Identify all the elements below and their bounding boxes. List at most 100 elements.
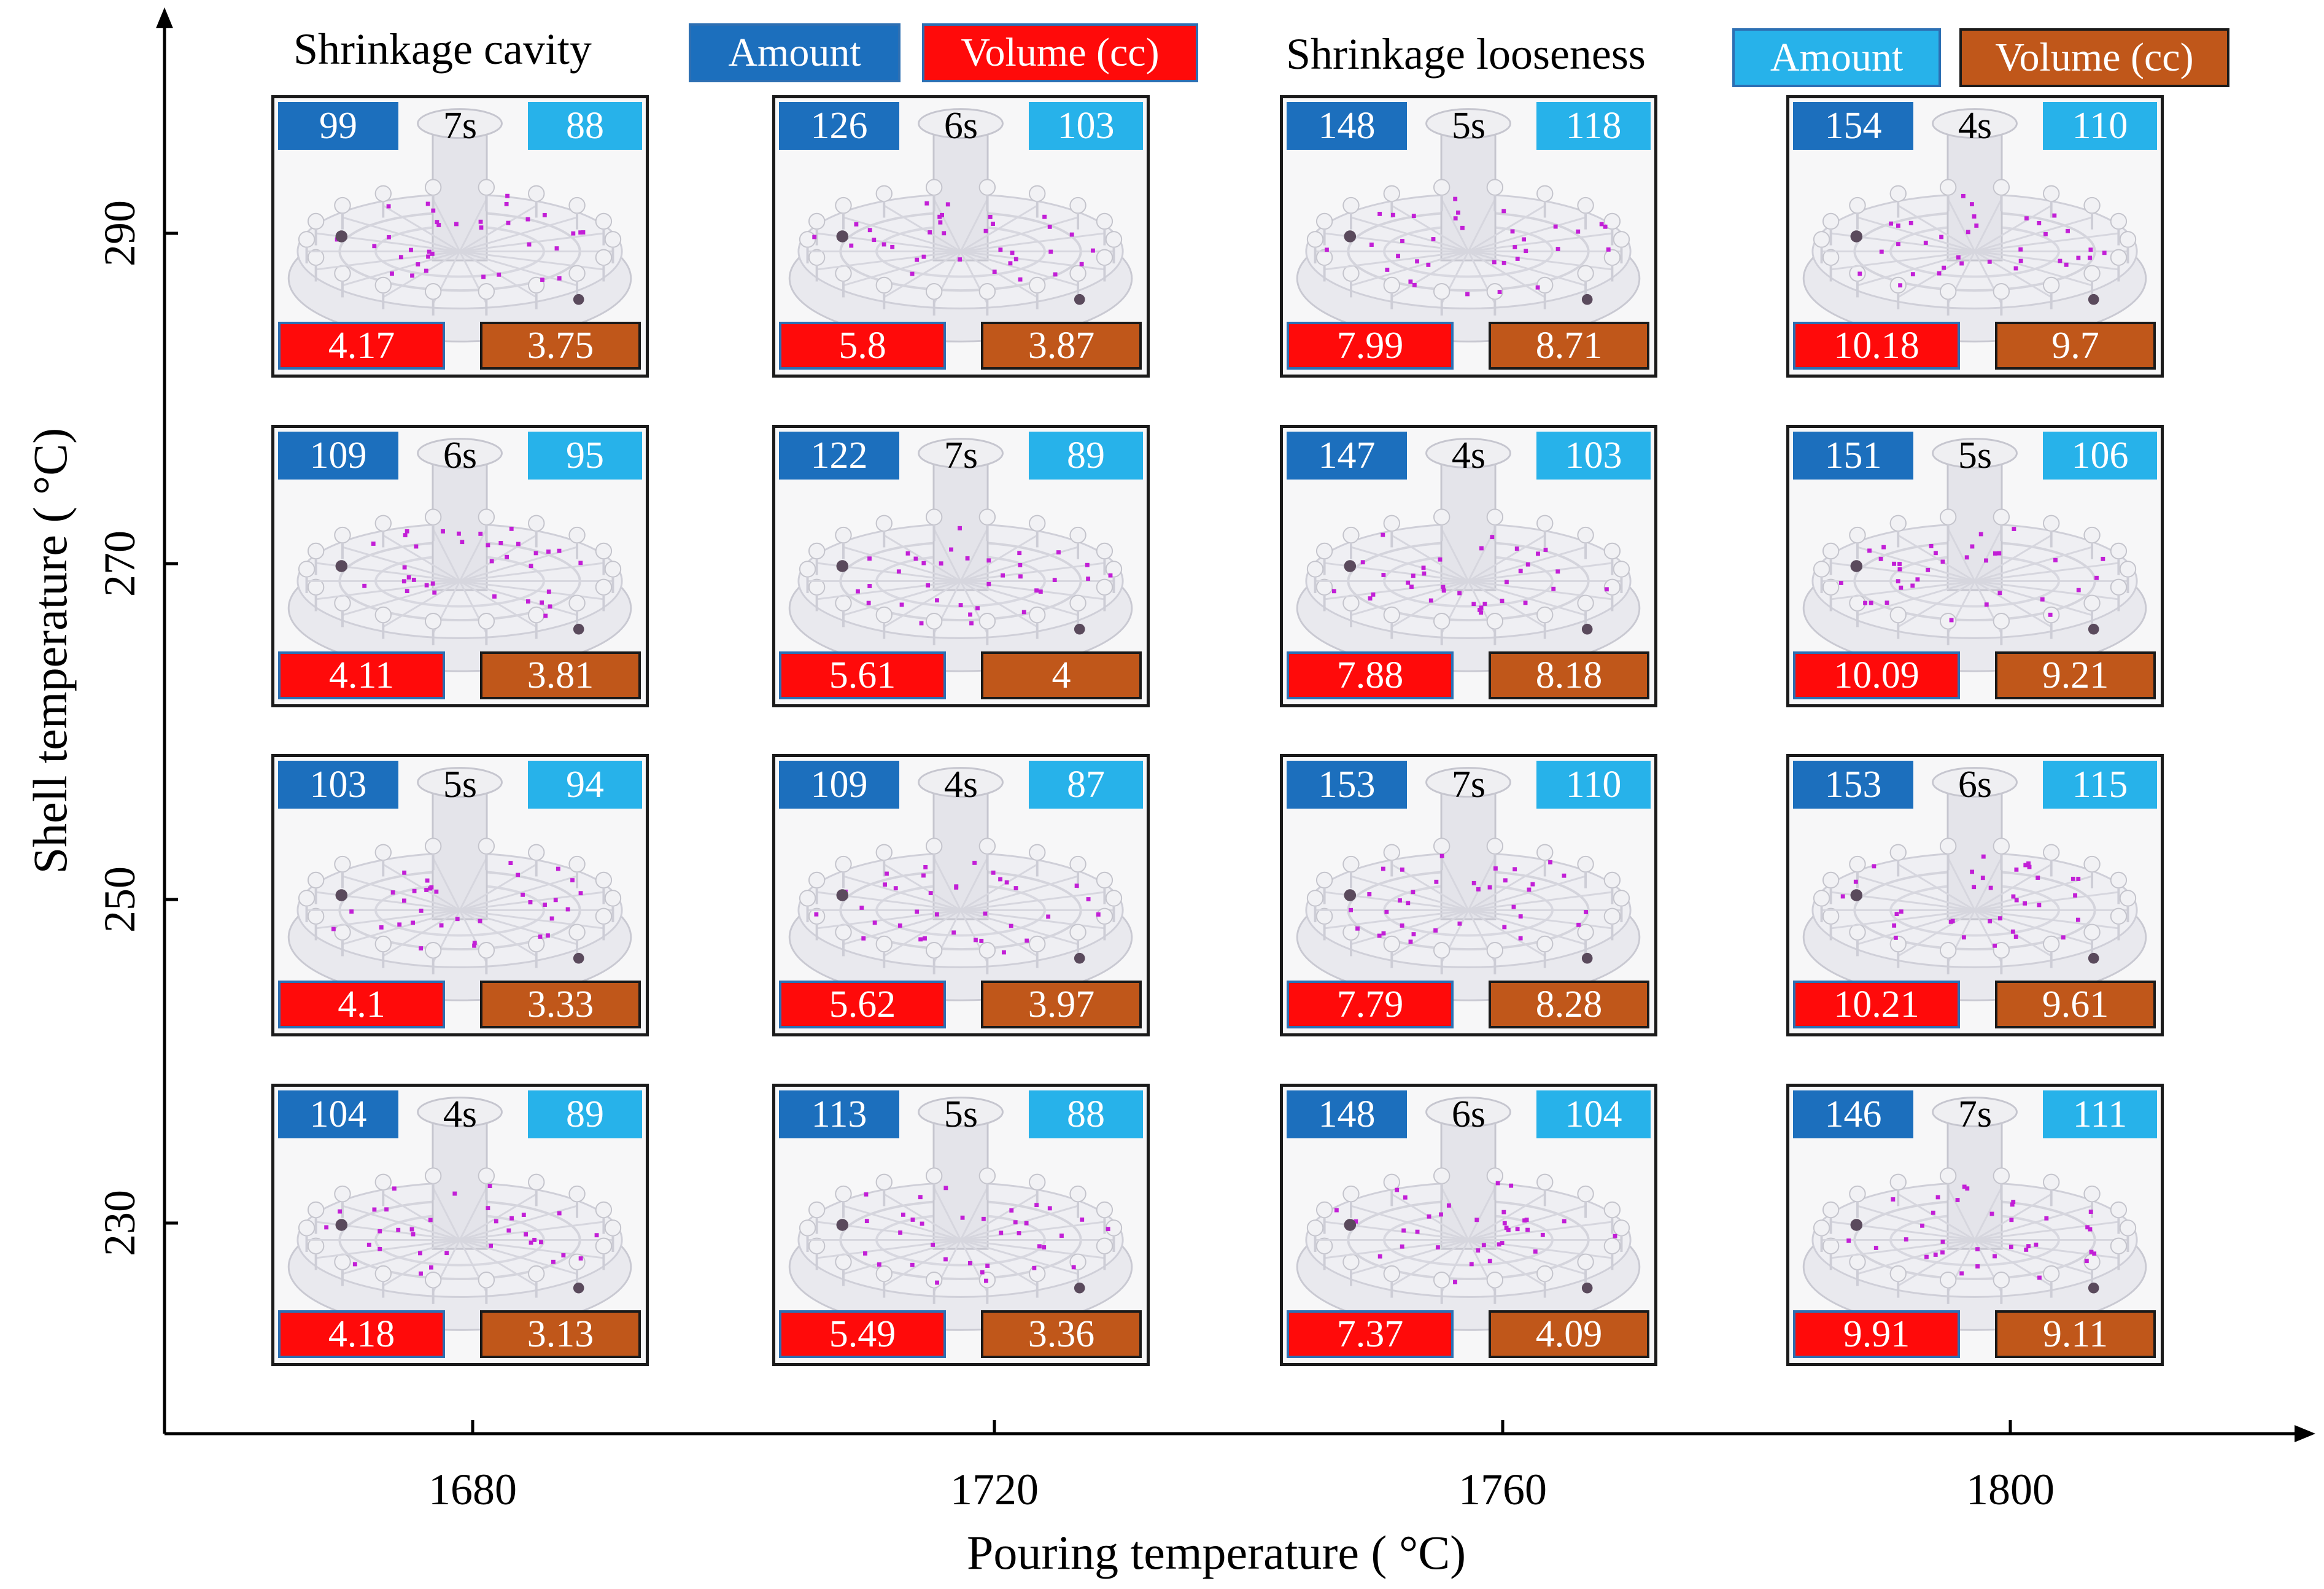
solidification-time-label: 5s bbox=[943, 1094, 978, 1135]
legend-looseness-title: Shrinkage looseness bbox=[1286, 29, 1646, 79]
solidification-time-label: 7s bbox=[1958, 1094, 1993, 1135]
cavity-amount-badge: 126 bbox=[779, 102, 899, 150]
looseness-volume-badge: 3.87 bbox=[981, 322, 1142, 370]
cavity-volume-badge: 7.79 bbox=[1287, 981, 1454, 1028]
looseness-amount-badge: 94 bbox=[528, 761, 642, 809]
simulation-panel: 147 4s 103 7.88 8.18 bbox=[1280, 425, 1657, 707]
cavity-amount-badge: 146 bbox=[1793, 1090, 1913, 1138]
casting-model-image bbox=[788, 1097, 1133, 1331]
looseness-volume-badge: 4 bbox=[981, 651, 1142, 699]
looseness-amount-badge: 106 bbox=[2043, 432, 2157, 480]
looseness-amount-badge: 115 bbox=[2043, 761, 2157, 809]
casting-model-image bbox=[1296, 767, 1641, 1001]
casting-model-image bbox=[287, 767, 632, 1001]
legend-cavity-volume: Volume (cc) bbox=[922, 23, 1198, 82]
x-axis-arrow bbox=[2295, 1425, 2315, 1442]
casting-model-image bbox=[1802, 767, 2147, 1001]
casting-model-image bbox=[1296, 438, 1641, 672]
looseness-amount-badge: 118 bbox=[1536, 102, 1651, 150]
cavity-volume-badge: 10.18 bbox=[1793, 322, 1960, 370]
x-tick-label: 1760 bbox=[1458, 1465, 1547, 1514]
looseness-volume-badge: 9.61 bbox=[1995, 981, 2156, 1028]
solidification-time-label: 6s bbox=[943, 105, 978, 147]
looseness-volume-badge: 3.36 bbox=[981, 1310, 1142, 1358]
casting-model-image bbox=[788, 108, 1133, 343]
looseness-volume-badge: 3.97 bbox=[981, 981, 1142, 1028]
solidification-time-label: 5s bbox=[1958, 435, 1993, 476]
simulation-panel: 122 7s 89 5.61 4 bbox=[772, 425, 1150, 707]
x-tick-label: 1680 bbox=[428, 1465, 517, 1514]
simulation-panel: 104 4s 89 4.18 3.13 bbox=[271, 1084, 649, 1366]
looseness-amount-badge: 89 bbox=[528, 1090, 642, 1138]
cavity-volume-badge: 5.49 bbox=[779, 1310, 946, 1358]
looseness-volume-badge: 3.75 bbox=[480, 322, 641, 370]
x-axis-title: Pouring temperature ( °C) bbox=[967, 1526, 1466, 1579]
y-tick-label: 290 bbox=[95, 200, 144, 266]
cavity-amount-badge: 151 bbox=[1793, 432, 1913, 480]
looseness-volume-badge: 9.7 bbox=[1995, 322, 2156, 370]
looseness-volume-badge: 9.11 bbox=[1995, 1310, 2156, 1358]
solidification-time-label: 6s bbox=[1451, 1094, 1486, 1135]
cavity-amount-badge: 153 bbox=[1793, 761, 1913, 809]
simulation-panel: 151 5s 106 10.09 9.21 bbox=[1786, 425, 2164, 707]
cavity-amount-badge: 109 bbox=[278, 432, 398, 480]
casting-model-image bbox=[1296, 1097, 1641, 1331]
looseness-volume-badge: 8.18 bbox=[1489, 651, 1649, 699]
cavity-volume-badge: 4.18 bbox=[278, 1310, 445, 1358]
simulation-panel: 113 5s 88 5.49 3.36 bbox=[772, 1084, 1150, 1366]
legend-looseness-amount: Amount bbox=[1732, 28, 1941, 87]
cavity-amount-badge: 148 bbox=[1287, 1090, 1407, 1138]
cavity-volume-badge: 4.1 bbox=[278, 981, 445, 1028]
cavity-volume-badge: 10.21 bbox=[1793, 981, 1960, 1028]
simulation-panel: 146 7s 111 9.91 9.11 bbox=[1786, 1084, 2164, 1366]
casting-model-image bbox=[1802, 438, 2147, 672]
looseness-amount-badge: 95 bbox=[528, 432, 642, 480]
casting-model-image bbox=[287, 438, 632, 672]
cavity-volume-badge: 4.11 bbox=[278, 651, 445, 699]
cavity-amount-badge: 103 bbox=[278, 761, 398, 809]
y-axis-arrow bbox=[156, 7, 173, 28]
looseness-amount-badge: 89 bbox=[1029, 432, 1143, 480]
cavity-amount-badge: 104 bbox=[278, 1090, 398, 1138]
cavity-amount-badge: 99 bbox=[278, 102, 398, 150]
y-tick-label: 250 bbox=[95, 866, 144, 933]
x-tick-label: 1720 bbox=[950, 1465, 1039, 1514]
solidification-time-label: 4s bbox=[943, 764, 978, 806]
cavity-amount-badge: 153 bbox=[1287, 761, 1407, 809]
cavity-amount-badge: 147 bbox=[1287, 432, 1407, 480]
cavity-volume-badge: 5.61 bbox=[779, 651, 946, 699]
simulation-panel: 103 5s 94 4.1 3.33 bbox=[271, 754, 649, 1036]
looseness-amount-badge: 103 bbox=[1029, 102, 1143, 150]
solidification-time-label: 4s bbox=[1958, 105, 1993, 147]
simulation-panel: 126 6s 103 5.8 3.87 bbox=[772, 95, 1150, 378]
casting-model-image bbox=[1296, 108, 1641, 343]
casting-model-image bbox=[1802, 1097, 2147, 1331]
looseness-volume-badge: 4.09 bbox=[1489, 1310, 1649, 1358]
looseness-volume-badge: 9.21 bbox=[1995, 651, 2156, 699]
looseness-amount-badge: 88 bbox=[1029, 1090, 1143, 1138]
simulation-panel: 109 6s 95 4.11 3.81 bbox=[271, 425, 649, 707]
simulation-panel: 153 6s 115 10.21 9.61 bbox=[1786, 754, 2164, 1036]
solidification-time-label: 5s bbox=[443, 764, 478, 806]
casting-model-image bbox=[287, 108, 632, 343]
cavity-amount-badge: 122 bbox=[779, 432, 899, 480]
solidification-time-label: 7s bbox=[943, 435, 978, 476]
cavity-volume-badge: 7.88 bbox=[1287, 651, 1454, 699]
cavity-volume-badge: 5.8 bbox=[779, 322, 946, 370]
looseness-amount-badge: 87 bbox=[1029, 761, 1143, 809]
looseness-amount-badge: 104 bbox=[1536, 1090, 1651, 1138]
casting-model-image bbox=[287, 1097, 632, 1331]
cavity-volume-badge: 7.37 bbox=[1287, 1310, 1454, 1358]
looseness-volume-badge: 3.13 bbox=[480, 1310, 641, 1358]
cavity-volume-badge: 5.62 bbox=[779, 981, 946, 1028]
solidification-time-label: 4s bbox=[1451, 435, 1486, 476]
looseness-volume-badge: 3.81 bbox=[480, 651, 641, 699]
casting-model-image bbox=[788, 767, 1133, 1001]
simulation-panel: 153 7s 110 7.79 8.28 bbox=[1280, 754, 1657, 1036]
looseness-amount-badge: 103 bbox=[1536, 432, 1651, 480]
cavity-amount-badge: 113 bbox=[779, 1090, 899, 1138]
solidification-time-label: 6s bbox=[443, 435, 478, 476]
solidification-time-label: 7s bbox=[443, 105, 478, 147]
looseness-volume-badge: 8.71 bbox=[1489, 322, 1649, 370]
